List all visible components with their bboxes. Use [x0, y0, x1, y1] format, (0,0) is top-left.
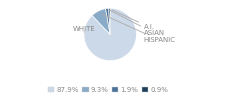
Text: ASIAN: ASIAN: [110, 10, 165, 36]
Wedge shape: [109, 8, 110, 34]
Text: A.I.: A.I.: [112, 10, 155, 30]
Wedge shape: [84, 8, 136, 61]
Wedge shape: [92, 9, 110, 34]
Text: WHITE: WHITE: [73, 26, 96, 32]
Legend: 87.9%, 9.3%, 1.9%, 0.9%: 87.9%, 9.3%, 1.9%, 0.9%: [45, 84, 171, 96]
Text: HISPANIC: HISPANIC: [102, 14, 176, 43]
Wedge shape: [106, 8, 110, 34]
